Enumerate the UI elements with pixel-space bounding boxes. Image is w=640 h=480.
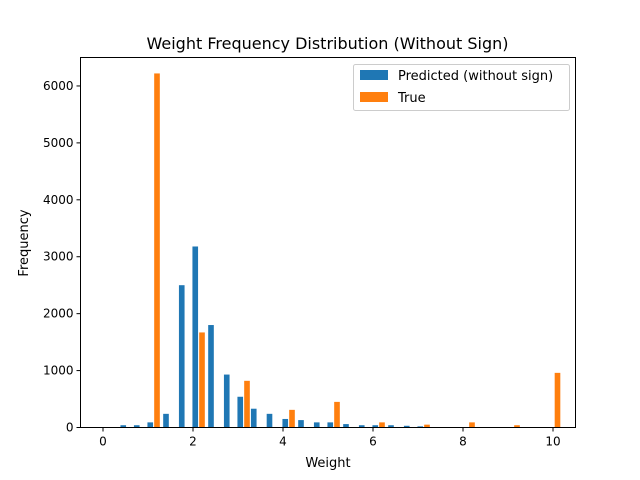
legend: Predicted (without sign) True: [353, 64, 570, 111]
legend-label-true: True: [397, 91, 426, 106]
bar-true-2: [244, 380, 250, 428]
bar-true-4: [334, 401, 340, 428]
bar-predicted-11: [282, 418, 289, 428]
bar-predicted-20: [417, 426, 424, 428]
y-axis: 0 1000 2000 3000 4000 5000 6000: [43, 79, 81, 435]
bar-true-1: [199, 332, 205, 428]
x-tick-label-2: 4: [279, 435, 287, 449]
y-tick-label-5: 5000: [43, 136, 74, 150]
bar-true-7: [469, 422, 475, 428]
bar-predicted-5: [192, 246, 199, 428]
x-axis-label: Weight: [305, 456, 350, 471]
bar-true-0: [154, 73, 160, 428]
plot-frame: [80, 57, 576, 428]
legend-swatch-predicted: [360, 70, 388, 80]
bar-predicted-10: [266, 413, 273, 428]
bar-predicted-2: [147, 422, 154, 428]
bar-predicted-0: [120, 425, 127, 428]
bar-predicted-8: [237, 396, 244, 428]
x-tick-label-0: 0: [99, 435, 107, 449]
x-axis: 0 2 4 6 8 10: [99, 427, 561, 449]
y-tick-label-2: 2000: [43, 307, 74, 321]
bar-predicted-4: [178, 285, 185, 428]
bars-layer: [120, 73, 561, 428]
x-tick-label-5: 10: [545, 435, 560, 449]
bar-predicted-13: [313, 422, 320, 428]
legend-swatch-true: [360, 92, 388, 102]
chart-title: Weight Frequency Distribution (Without S…: [147, 34, 509, 53]
legend-box: [353, 64, 570, 111]
bar-predicted-16: [358, 425, 365, 428]
bar-predicted-15: [343, 424, 349, 428]
bar-predicted-17: [372, 425, 379, 428]
bar-true-6: [424, 424, 430, 428]
y-tick-label-0: 0: [66, 421, 74, 435]
bar-predicted-7: [223, 374, 230, 428]
bar-predicted-9: [250, 408, 257, 428]
bar-true-5: [379, 422, 385, 428]
y-tick-label-1: 1000: [43, 364, 74, 378]
bar-predicted-3: [163, 413, 169, 428]
bar-true-9: [554, 372, 561, 428]
x-tick-label-3: 6: [369, 435, 377, 449]
legend-label-predicted: Predicted (without sign): [398, 69, 553, 84]
bar-true-3: [289, 409, 295, 428]
y-tick-label-4: 4000: [43, 193, 74, 207]
y-axis-label: Frequency: [17, 209, 32, 276]
y-tick-label-6: 6000: [43, 79, 74, 93]
y-tick-label-3: 3000: [43, 250, 74, 264]
bar-predicted-6: [208, 325, 214, 428]
bar-predicted-18: [388, 425, 394, 428]
bar-predicted-12: [298, 420, 304, 428]
bar-predicted-14: [327, 422, 334, 428]
bar-predicted-19: [403, 425, 410, 428]
x-tick-label-1: 2: [189, 435, 197, 449]
bar-true-8: [514, 425, 520, 428]
bar-predicted-1: [133, 425, 140, 428]
x-tick-label-4: 8: [459, 435, 467, 449]
